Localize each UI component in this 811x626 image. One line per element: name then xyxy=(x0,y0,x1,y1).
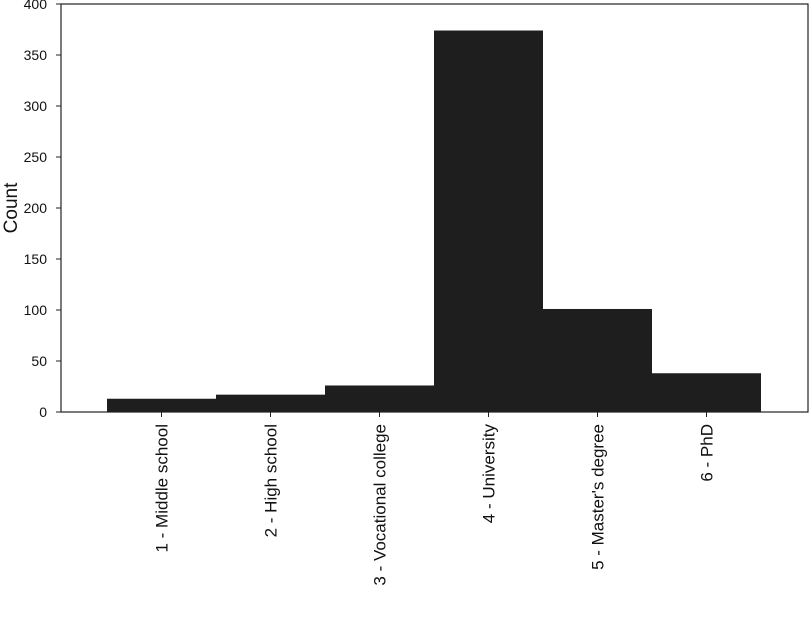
y-tick-label-6: 300 xyxy=(24,98,48,114)
x-axis-ticks: 1 - Middle school 2 - High school 3 - Voca… xyxy=(153,412,717,586)
bar-4 xyxy=(434,30,543,413)
y-tick-label-1: 50 xyxy=(31,353,47,369)
y-axis-title: Count xyxy=(1,182,22,233)
x-tick-label-5: 5 - Master's degree xyxy=(589,424,608,570)
x-tick-label-4: 4 - University xyxy=(480,424,499,524)
y-tick-label-3: 150 xyxy=(24,251,48,267)
y-tick-label-2: 100 xyxy=(24,302,48,318)
y-tick-label-4: 200 xyxy=(24,200,48,216)
y-axis-ticks: 0 50 100 150 200 250 300 350 400 xyxy=(24,0,61,420)
y-tick-label-5: 250 xyxy=(24,149,48,165)
x-tick-label-2: 2 - High school xyxy=(262,424,281,537)
y-tick-label-0: 0 xyxy=(39,404,47,420)
y-tick-label-7: 350 xyxy=(24,47,48,63)
bar-2 xyxy=(216,394,325,412)
bar-5 xyxy=(543,308,652,412)
x-tick-label-6: 6 - PhD xyxy=(698,424,717,482)
bar-3 xyxy=(325,385,434,412)
bar-1 xyxy=(107,398,216,412)
x-tick-label-1: 1 - Middle school xyxy=(153,424,172,553)
bars-group xyxy=(107,30,761,413)
bar-6 xyxy=(652,373,761,412)
y-tick-label-8: 400 xyxy=(24,0,48,12)
x-tick-label-3: 3 - Vocational college xyxy=(371,424,390,586)
